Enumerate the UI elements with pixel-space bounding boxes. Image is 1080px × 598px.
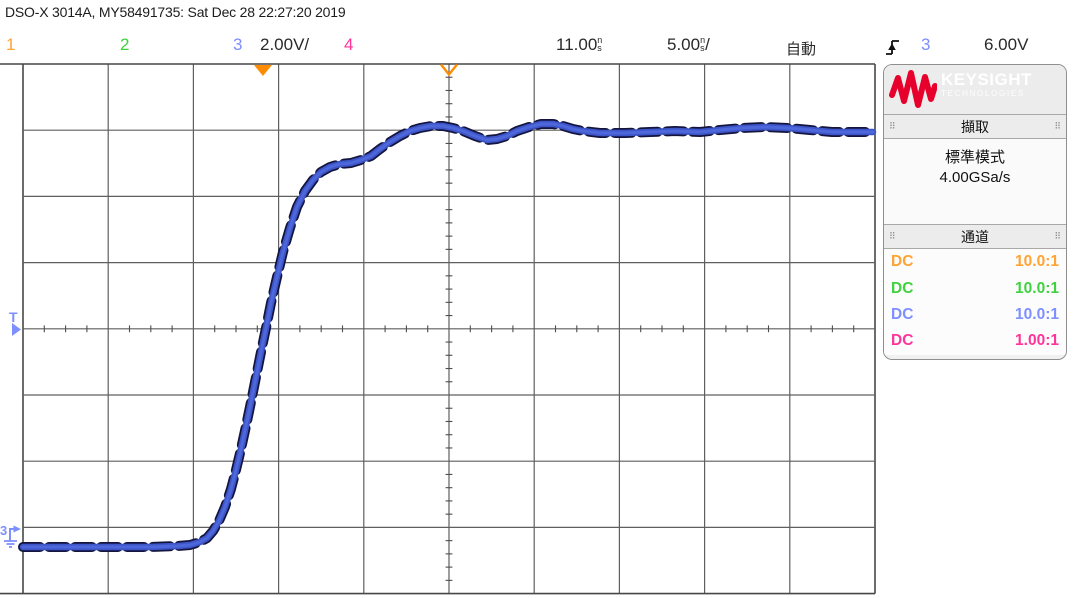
trace-body bbox=[19, 120, 877, 551]
trigger-mode-label[interactable]: 自動 bbox=[786, 41, 817, 58]
edge-trigger-icon bbox=[886, 40, 899, 55]
keysight-logo: KEYSIGHT TECHNOLOGIES bbox=[884, 65, 1066, 114]
time-reference-marker[interactable] bbox=[440, 63, 458, 77]
drag-grip-icon[interactable]: ⠿ bbox=[1054, 231, 1061, 241]
acquire-section-body: 標準模式 4.00GSa/s bbox=[884, 139, 1066, 224]
graticule-ticks bbox=[43, 76, 855, 581]
channel-2-probe-ratio: 10.0:1 bbox=[1015, 279, 1059, 297]
delay-value: 11.00 bbox=[556, 35, 598, 54]
instrument-title: DSO-X 3014A, MY58491735: Sat Dec 28 22:2… bbox=[5, 4, 346, 20]
channel-3-coupling: DC bbox=[891, 305, 914, 323]
channel-2-label[interactable]: 2 bbox=[120, 35, 130, 54]
channel-4-probe-ratio: 1.00:1 bbox=[1015, 332, 1059, 350]
brand-subname: TECHNOLOGIES bbox=[941, 89, 1025, 98]
drag-grip-icon[interactable]: ⠿ bbox=[889, 231, 896, 241]
side-info-panel: KEYSIGHT TECHNOLOGIES ⠿ 擷取 ⠿ 標準模式 4.00GS… bbox=[883, 64, 1067, 360]
trigger-level-label: T bbox=[9, 309, 18, 325]
channel-4-settings-row[interactable]: DC 1.00:1 bbox=[884, 328, 1066, 354]
trigger-level-marker[interactable]: T bbox=[9, 309, 21, 336]
channel-2-settings-row[interactable]: DC 10.0:1 bbox=[884, 275, 1066, 301]
timebase-readout: 5.00 n s / bbox=[667, 35, 710, 55]
channel-3-ground-label: 3 bbox=[0, 523, 7, 538]
trigger-time-marker[interactable] bbox=[254, 65, 272, 76]
channel-1-label[interactable]: 1 bbox=[6, 35, 16, 54]
brand-name: KEYSIGHT bbox=[941, 70, 1032, 89]
channel-section-header[interactable]: ⠿ 通道 ⠿ bbox=[884, 224, 1066, 249]
channel-3-settings-row[interactable]: DC 10.0:1 bbox=[884, 302, 1066, 328]
timebase-slash: / bbox=[705, 35, 710, 54]
channel-3-scale[interactable]: 2.00V/ bbox=[260, 35, 310, 54]
trace-noise-band bbox=[18, 119, 878, 552]
channel-3-trace bbox=[18, 119, 878, 552]
trigger-level-readout[interactable]: 6.00V bbox=[984, 35, 1029, 54]
acquire-section-title: 擷取 bbox=[961, 118, 989, 135]
channel-4-label[interactable]: 4 bbox=[344, 35, 354, 54]
acquire-section-header[interactable]: ⠿ 擷取 ⠿ bbox=[884, 114, 1066, 139]
sample-rate: 4.00GSa/s bbox=[939, 169, 1011, 186]
waveform-display: T 3 bbox=[0, 63, 878, 595]
channel-1-settings-row[interactable]: DC 10.0:1 bbox=[884, 249, 1066, 275]
graticule-grid bbox=[0, 63, 876, 595]
channel-4-coupling: DC bbox=[891, 332, 914, 350]
channel-settings-list: DC 10.0:1 DC 10.0:1 DC 10.0:1 DC 1.00:1 bbox=[884, 249, 1066, 355]
delay-time-readout: 11.00 n s bbox=[556, 35, 602, 55]
channel-1-coupling: DC bbox=[891, 253, 914, 271]
channel-3-label[interactable]: 3 bbox=[233, 35, 243, 54]
channel-3-ground-marker[interactable]: 3 bbox=[0, 523, 21, 548]
drag-grip-icon[interactable]: ⠿ bbox=[1054, 121, 1061, 131]
channel-3-probe-ratio: 10.0:1 bbox=[1015, 305, 1059, 323]
keysight-spark-icon bbox=[889, 70, 937, 108]
drag-grip-icon[interactable]: ⠿ bbox=[889, 121, 896, 131]
channel-2-coupling: DC bbox=[891, 279, 914, 297]
channel-section-title: 通道 bbox=[961, 228, 989, 245]
timebase-value: 5.00 bbox=[667, 35, 701, 54]
acquire-mode: 標準模式 bbox=[944, 149, 1005, 166]
trace-core bbox=[21, 122, 875, 549]
channel-1-probe-ratio: 10.0:1 bbox=[1015, 253, 1059, 271]
trigger-source-label[interactable]: 3 bbox=[921, 35, 931, 54]
